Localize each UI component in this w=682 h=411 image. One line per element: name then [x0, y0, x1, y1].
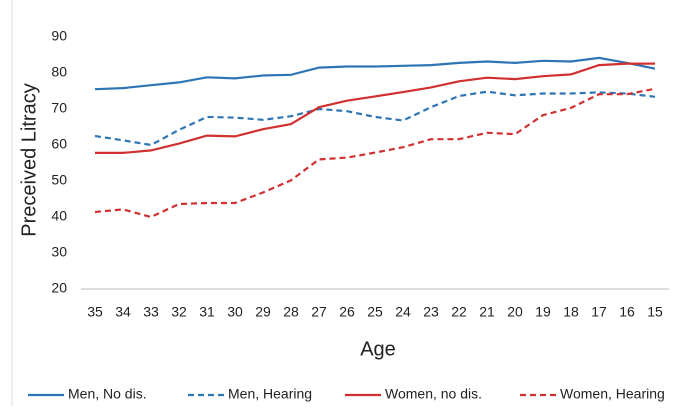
series-line — [94, 87, 656, 219]
x-tick-label: 19 — [535, 304, 551, 320]
x-tick-label: 34 — [115, 304, 131, 320]
y-axis-label: Preceived Litracy — [18, 83, 40, 236]
x-tick-label: 29 — [255, 304, 271, 320]
y-tick-label: 30 — [51, 244, 67, 260]
x-tick-label: 17 — [591, 304, 607, 320]
x-tick-label: 22 — [451, 304, 467, 320]
x-tick-label: 15 — [647, 304, 663, 320]
series-line — [95, 62, 655, 154]
x-tick-label: 24 — [395, 304, 411, 320]
x-tick-label: 23 — [423, 304, 439, 320]
x-tick-label: 28 — [283, 304, 299, 320]
series-line — [94, 90, 656, 147]
x-tick-label: 33 — [143, 304, 159, 320]
y-tick-label: 50 — [51, 172, 67, 188]
x-tick-label: 21 — [479, 304, 495, 320]
x-tick-label: 30 — [227, 304, 243, 320]
legend-label: Women, Hearing — [560, 386, 665, 402]
x-axis-label: Age — [360, 338, 396, 360]
y-tick-label: 20 — [51, 280, 67, 296]
legend-label: Women, no dis. — [385, 386, 482, 402]
legend-label: Men, No dis. — [68, 386, 147, 402]
y-tick-label: 80 — [51, 64, 67, 80]
x-tick-label: 35 — [87, 304, 103, 320]
y-tick-label: 60 — [51, 136, 67, 152]
x-tick-label: 27 — [311, 304, 327, 320]
y-tick-label: 90 — [51, 28, 67, 44]
x-tick-label: 25 — [367, 304, 383, 320]
x-tick-label: 18 — [563, 304, 579, 320]
legend-label: Men, Hearing — [228, 386, 312, 402]
x-tick-label: 26 — [339, 304, 355, 320]
x-tick-label: 16 — [619, 304, 635, 320]
x-tick-label: 31 — [199, 304, 215, 320]
x-tick-label: 20 — [507, 304, 523, 320]
y-tick-label: 70 — [51, 100, 67, 116]
series-line — [94, 56, 656, 91]
y-tick-label: 40 — [51, 208, 67, 224]
x-tick-label: 32 — [171, 304, 187, 320]
